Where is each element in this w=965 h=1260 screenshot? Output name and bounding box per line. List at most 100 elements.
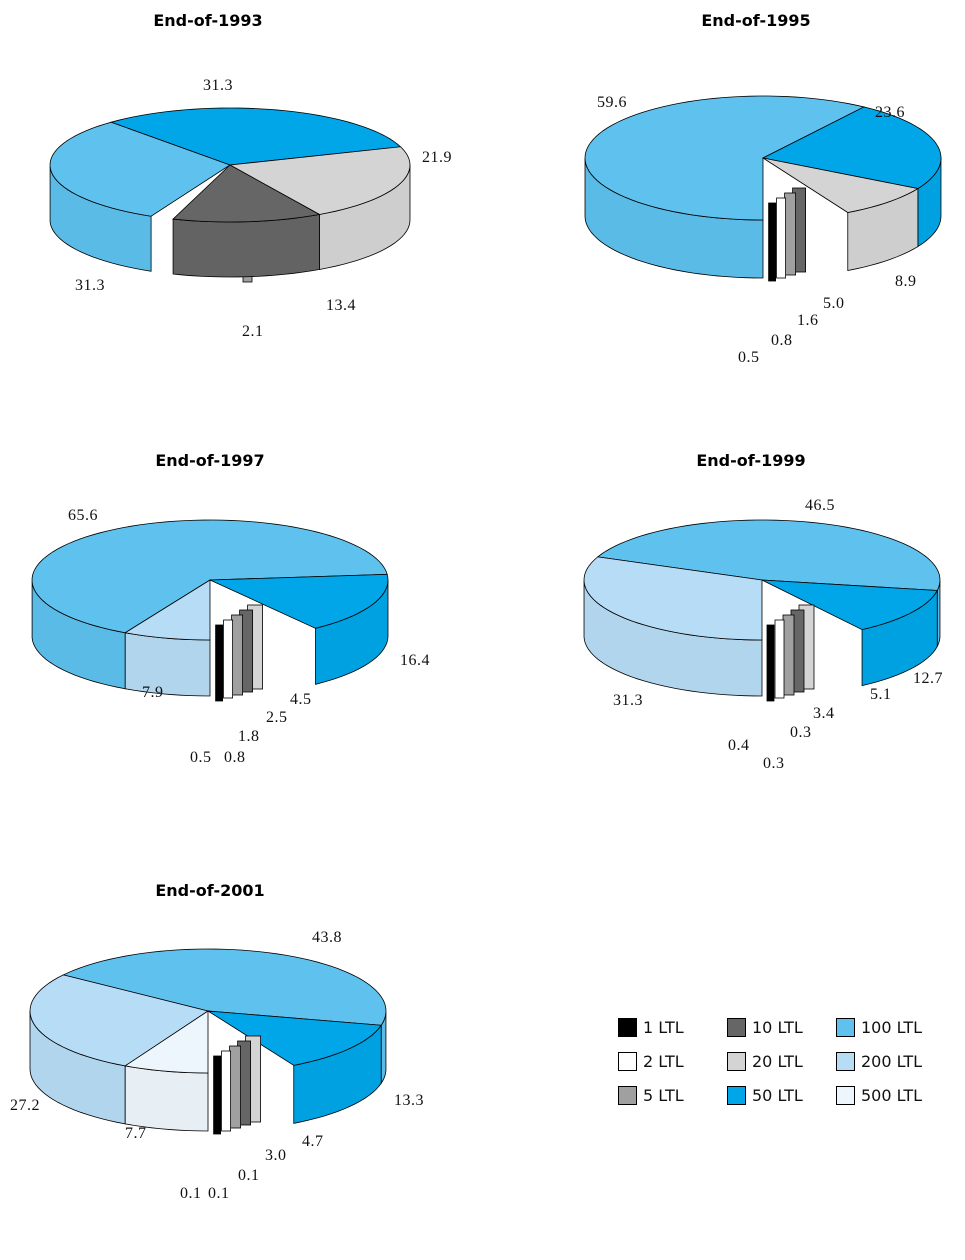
- pie-slice-5-ltl: [229, 1045, 242, 1129]
- pie-slice-50-ltl: [761, 106, 942, 248]
- slice-front: [774, 619, 785, 699]
- pie-slice-100-ltl: [31, 519, 388, 690]
- slice-front: [782, 614, 795, 696]
- value-label-2-ltl: 0.3: [790, 724, 812, 741]
- legend-swatch: [618, 1085, 637, 1105]
- chart-title: End-of-1995: [701, 11, 810, 30]
- legend-swatch: [727, 1017, 746, 1037]
- value-label-20-ltl: 21.9: [422, 149, 452, 166]
- slice-top: [62, 948, 387, 1026]
- slice-top: [109, 107, 402, 166]
- legend-item-500-ltl: 500 LTL: [836, 1085, 945, 1105]
- value-label-50-ltl: 31.3: [203, 77, 233, 94]
- value-label-20-ltl: 4.5: [290, 691, 312, 708]
- legend-swatch: [618, 1017, 637, 1037]
- slice-front: [223, 619, 234, 699]
- legend-label: 50 LTL: [752, 1085, 803, 1105]
- value-label-50-ltl: 12.7: [913, 670, 943, 687]
- value-label-100-ltl: 59.6: [597, 94, 627, 111]
- chart-title: End-of-1997: [155, 451, 264, 470]
- slice-top: [761, 106, 942, 189]
- slice-top: [761, 579, 938, 631]
- pie-slice-100-ltl: [62, 948, 387, 1085]
- value-label-1-ltl: 0.5: [738, 349, 760, 366]
- pie-slice-200-ltl: [583, 556, 763, 697]
- slice-top: [29, 974, 209, 1067]
- pie-slice-2-ltl: [776, 197, 787, 279]
- slice-front: [766, 624, 775, 702]
- slice-front: [231, 614, 244, 696]
- legend-label: 500 LTL: [861, 1085, 923, 1105]
- pie-chart-end-of-2001: End-of-2001 0.1 0.1 0.1 3.0 4.7 13.3 43.8 27.2 7.…: [10, 880, 440, 1260]
- legend-item-5-ltl: 5 LTL: [618, 1085, 727, 1105]
- pie-slice-1-ltl: [213, 1055, 222, 1135]
- pie-slice-100-ltl: [596, 519, 941, 647]
- value-label-1-ltl: 0.4: [728, 737, 750, 754]
- value-label-100-ltl: 43.8: [312, 929, 342, 946]
- legend-label: 2 LTL: [643, 1051, 684, 1071]
- pie-chart-end-of-1995: End-of-1995 0.5 0.8 1.6 5.0 8.9 23.6 59.6: [565, 10, 965, 390]
- pie-slice-2-ltl: [223, 619, 234, 699]
- slice-top: [228, 146, 411, 215]
- pie-chart-svg: End-of-1995 0.5 0.81.65.0 8.9 23.6 59.6: [584, 11, 942, 366]
- value-label-50-ltl: 13.3: [394, 1092, 424, 1109]
- legend-item-50-ltl: 50 LTL: [727, 1085, 836, 1105]
- legend-label: 20 LTL: [752, 1051, 803, 1071]
- slice-top: [584, 95, 866, 221]
- slice-top: [31, 519, 388, 634]
- pie-slice-2-ltl: [221, 1050, 232, 1132]
- legend-item-200-ltl: 200 LTL: [836, 1051, 945, 1071]
- pie-slice-100-ltl: [584, 95, 866, 279]
- legend-label: 1 LTL: [643, 1017, 684, 1037]
- chart-title: End-of-2001: [155, 881, 264, 900]
- pie-slice-200-ltl: [29, 974, 209, 1125]
- pie-slice-20-ltl: [762, 157, 920, 272]
- pie-slice-500-ltl: [124, 1010, 209, 1132]
- slice-top: [596, 519, 941, 591]
- legend-item-10-ltl: 10 LTL: [727, 1017, 836, 1037]
- slice-front: [215, 624, 224, 702]
- legend-item-2-ltl: 2 LTL: [618, 1051, 727, 1071]
- slice-top: [762, 157, 920, 213]
- legend-swatch: [618, 1051, 637, 1071]
- pie-slice-1-ltl: [766, 624, 775, 702]
- pie-slice-50-ltl: [209, 573, 389, 685]
- value-label-100-ltl: 65.6: [68, 507, 98, 524]
- pie-slice-2-ltl: [774, 619, 785, 699]
- value-label-10-ltl: 5.0: [823, 295, 845, 312]
- legend-item-100-ltl: 100 LTL: [836, 1017, 945, 1037]
- slice-side: [172, 213, 320, 278]
- value-label-20-ltl: 4.7: [302, 1133, 324, 1150]
- slice-front: [784, 192, 797, 276]
- legend-swatch: [727, 1051, 746, 1071]
- pie-chart-end-of-1997: End-of-1997 0.5 0.8 1.8 2.5 4.5 16.4 65.6 7.9: [10, 450, 440, 830]
- value-label-10-ltl: 3.0: [265, 1147, 287, 1164]
- value-label-5-ltl: 0.3: [763, 755, 785, 772]
- value-label-5-ltl: 1.6: [797, 312, 819, 329]
- legend-row: 5 LTL 50 LTL 500 LTL: [618, 1078, 948, 1112]
- slice-side: [124, 632, 211, 697]
- pie-slice-50-ltl: [207, 1010, 382, 1124]
- legend-label: 10 LTL: [752, 1017, 803, 1037]
- value-label-10-ltl: 2.5: [266, 709, 288, 726]
- pie-slice-1-ltl: [215, 624, 224, 702]
- value-label-2-ltl: 0.8: [224, 749, 246, 766]
- value-label-200-ltl: 27.2: [10, 1097, 40, 1114]
- value-label-2-ltl: 0.8: [771, 332, 793, 349]
- value-label-50-ltl: 23.6: [875, 104, 905, 121]
- value-label-50-ltl: 16.4: [400, 652, 430, 669]
- pie-slice-100-ltl: [49, 121, 231, 272]
- pie-slice-5-ltl: [231, 614, 244, 696]
- chart-title: End-of-1993: [153, 11, 262, 30]
- pie-slice-20-ltl: [228, 146, 411, 270]
- pie-chart-end-of-1999: End-of-1999 0.4 0.3 0.3 3.4 5.1 12.7 46.5 31.3: [565, 450, 965, 830]
- slice-top: [583, 556, 763, 641]
- slice-side: [124, 1065, 209, 1132]
- chart-legend: 1 LTL 10 LTL 100 LTL 2 LTL 20 LTL 200 LT…: [618, 1010, 948, 1112]
- slice-top: [207, 1010, 382, 1066]
- value-label-5-ltl: 1.8: [238, 728, 260, 745]
- slice-front: [213, 1055, 222, 1135]
- legend-swatch: [836, 1017, 855, 1037]
